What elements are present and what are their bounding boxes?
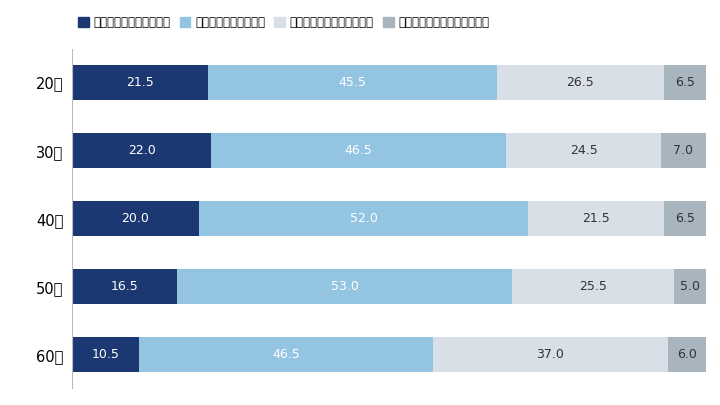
Text: 37.0: 37.0 (536, 348, 564, 361)
Text: 6.0: 6.0 (677, 348, 696, 361)
Text: 46.5: 46.5 (272, 348, 300, 361)
Bar (665, 65, 706, 100)
Text: 25.5: 25.5 (579, 280, 607, 293)
Text: 45.5: 45.5 (338, 76, 366, 89)
Text: 7.0: 7.0 (673, 144, 693, 157)
Bar (667, 337, 706, 373)
Bar (72, 337, 138, 373)
Bar (138, 337, 433, 373)
Text: 10.5: 10.5 (91, 348, 120, 361)
Text: 16.5: 16.5 (110, 280, 138, 293)
Bar (528, 201, 665, 237)
Text: 46.5: 46.5 (345, 144, 372, 157)
Bar (506, 133, 661, 168)
Text: 53.0: 53.0 (330, 280, 359, 293)
Text: 5.0: 5.0 (680, 280, 700, 293)
Bar (674, 269, 706, 305)
Text: 24.5: 24.5 (570, 144, 598, 157)
Bar (72, 269, 176, 305)
Bar (72, 133, 212, 168)
Bar (72, 65, 208, 100)
Text: 21.5: 21.5 (126, 76, 154, 89)
Text: 20.0: 20.0 (122, 212, 149, 225)
Text: 22.0: 22.0 (128, 144, 156, 157)
Bar (661, 133, 706, 168)
Text: 21.5: 21.5 (582, 212, 610, 225)
Bar (497, 65, 665, 100)
Bar (199, 201, 528, 237)
Text: 52.0: 52.0 (349, 212, 377, 225)
Bar (176, 269, 513, 305)
Bar (665, 201, 706, 237)
Legend: とてもストレスを感じる, ややストレスを感じる, あまりストレスを感じない, まったくストレスを感じない: とてもストレスを感じる, ややストレスを感じる, あまりストレスを感じない, ま… (78, 16, 490, 29)
Bar (433, 337, 667, 373)
Text: 6.5: 6.5 (675, 76, 695, 89)
Text: 6.5: 6.5 (675, 212, 695, 225)
Text: 26.5: 26.5 (567, 76, 594, 89)
Bar (208, 65, 497, 100)
Bar (72, 201, 199, 237)
Bar (513, 269, 674, 305)
Bar (212, 133, 506, 168)
